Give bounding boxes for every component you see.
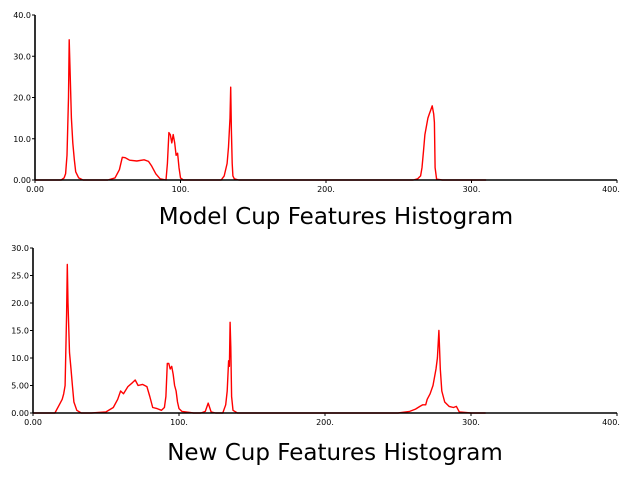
model-cup-series-line (35, 39, 487, 181)
new-cup-y-tick-label: 0.00 (11, 409, 29, 418)
new-cup-y-tick-label: 20.0 (11, 299, 29, 308)
model-cup-chart-title: Model Cup Features Histogram (159, 204, 513, 230)
new-cup-y-tick-label: 5.00 (11, 382, 29, 391)
new-cup-chart-title: New Cup Features Histogram (167, 440, 503, 466)
model-cup-y-tick-label: 0.00 (13, 176, 31, 185)
new-cup-tick-labels: 0.00 100. 200. 300. 400. 0.00 5.00 10.0 15.0 20.0… (11, 244, 620, 427)
new-cup-y-tick-label: 25.0 (11, 272, 29, 281)
model-cup-x-tick-label: 300. (463, 185, 481, 194)
new-cup-y-tick-label: 30.0 (11, 244, 29, 253)
new-cup-tick-marks (30, 247, 618, 416)
model-cup-y-tick-label: 40.0 (13, 11, 31, 20)
model-cup-histogram: 0.00 100. 200. 300. 400. 0.00 10.0 20.0 30.0 40.0… (13, 11, 620, 230)
model-cup-x-tick-label: 200. (317, 185, 335, 194)
model-cup-x-tick-label: 400. (602, 185, 620, 194)
model-cup-y-tick-label: 10.0 (13, 135, 31, 144)
model-cup-tick-labels: 0.00 100. 200. 300. 400. 0.00 10.0 20.0 30.0 40.0 (13, 11, 620, 194)
model-cup-tick-marks (32, 14, 618, 183)
new-cup-y-tick-label: 15.0 (11, 327, 29, 336)
new-cup-x-tick-label: 100. (170, 418, 188, 427)
new-cup-series-line (33, 263, 486, 414)
model-cup-x-tick-label: 100. (172, 185, 190, 194)
model-cup-x-tick-label: 0.00 (26, 185, 44, 194)
model-cup-y-tick-label: 30.0 (13, 52, 31, 61)
new-cup-x-tick-label: 400. (602, 418, 620, 427)
new-cup-histogram: 0.00 100. 200. 300. 400. 0.00 5.00 10.0 15.0 20.0… (11, 244, 620, 466)
new-cup-x-tick-label: 0.00 (24, 418, 42, 427)
new-cup-y-tick-label: 10.0 (11, 354, 29, 363)
model-cup-y-tick-label: 20.0 (13, 94, 31, 103)
new-cup-x-tick-label: 300. (462, 418, 480, 427)
new-cup-x-tick-label: 200. (316, 418, 334, 427)
